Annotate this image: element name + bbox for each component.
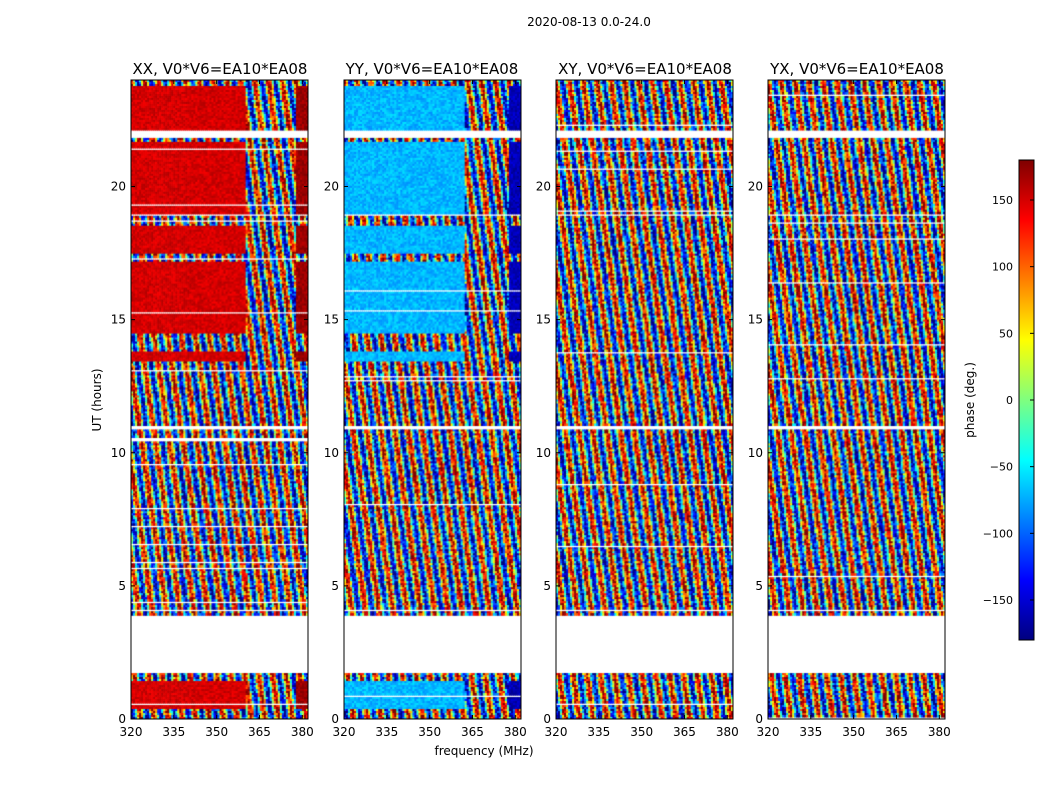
x-tick-label-yx-3: 365 bbox=[885, 725, 908, 739]
x-tick-label-yx-4: 380 bbox=[928, 725, 951, 739]
heatmap-layer bbox=[131, 80, 945, 719]
panel-frame-yy bbox=[343, 79, 522, 720]
panel-frame-xy bbox=[555, 79, 734, 720]
colorbar-tick-label-5: 100 bbox=[992, 261, 1013, 274]
x-tick-label-xx-3: 365 bbox=[248, 725, 271, 739]
y-tick-label-xx-3: 15 bbox=[111, 313, 126, 327]
x-tick-label-xx-0: 320 bbox=[120, 725, 143, 739]
x-tick-label-yx-0: 320 bbox=[757, 725, 780, 739]
y-tick-label-xx-0: 0 bbox=[118, 712, 126, 726]
axes-layer: 320 335 350 365 380 0 5 10 15 20 320 335 350 365 380 0 5… bbox=[111, 79, 951, 739]
colorbar: −150 −100 −50 0 50 100 150 phase (deg.) bbox=[963, 159, 1035, 641]
colorbar-tick-label-1: −100 bbox=[983, 527, 1013, 540]
y-tick-label-xx-1: 5 bbox=[118, 579, 126, 593]
x-tick-label-yy-4: 380 bbox=[504, 725, 527, 739]
y-tick-label-yx-0: 0 bbox=[755, 712, 763, 726]
colorbar-tick-label-6: 150 bbox=[992, 194, 1013, 207]
colorbar-tick-label-3: 0 bbox=[1006, 394, 1013, 407]
colorbar-tick-label-0: −150 bbox=[983, 594, 1013, 607]
colorbar-label: phase (deg.) bbox=[963, 362, 977, 438]
x-tick-label-xy-0: 320 bbox=[545, 725, 568, 739]
x-tick-label-yy-2: 350 bbox=[418, 725, 441, 739]
y-tick-label-xx-4: 20 bbox=[111, 180, 126, 194]
x-tick-label-yy-0: 320 bbox=[333, 725, 356, 739]
panel-title-yx: YX, V0*V6=EA10*EA08 bbox=[769, 60, 944, 78]
figure-title: 2020-08-13 0.0-24.0 bbox=[527, 15, 651, 29]
heatmap-xy bbox=[556, 80, 733, 719]
y-tick-label-yx-2: 10 bbox=[748, 446, 763, 460]
colorbar-ticks: −150 −100 −50 0 50 100 150 bbox=[983, 194, 1034, 607]
x-tick-label-xy-4: 380 bbox=[716, 725, 739, 739]
panel-frame-yx bbox=[767, 79, 946, 720]
heatmap-yx bbox=[768, 80, 945, 719]
panel-xy: XY, V0*V6=EA10*EA08 bbox=[558, 60, 732, 78]
y-tick-label-xy-1: 5 bbox=[543, 579, 551, 593]
panel-xx: XX, V0*V6=EA10*EA08 bbox=[133, 60, 308, 78]
y-tick-label-xx-2: 10 bbox=[111, 446, 126, 460]
x-axis-label: frequency (MHz) bbox=[434, 744, 533, 758]
x-tick-label-xx-2: 350 bbox=[205, 725, 228, 739]
panel-title-xx: XX, V0*V6=EA10*EA08 bbox=[133, 60, 308, 78]
y-tick-label-yx-4: 20 bbox=[748, 180, 763, 194]
y-tick-label-yy-1: 5 bbox=[331, 579, 339, 593]
x-tick-label-xx-4: 380 bbox=[291, 725, 314, 739]
panel-title-yy: YY, V0*V6=EA10*EA08 bbox=[345, 60, 519, 78]
y-tick-label-xy-3: 15 bbox=[536, 313, 551, 327]
panel-title-xy: XY, V0*V6=EA10*EA08 bbox=[558, 60, 732, 78]
x-tick-label-yy-3: 365 bbox=[461, 725, 484, 739]
y-tick-label-yy-0: 0 bbox=[331, 712, 339, 726]
y-tick-label-yx-3: 15 bbox=[748, 313, 763, 327]
panel-yx: YX, V0*V6=EA10*EA08 bbox=[769, 60, 944, 78]
x-tick-label-yy-1: 335 bbox=[375, 725, 398, 739]
y-axis-label: UT (hours) bbox=[90, 368, 104, 431]
y-tick-label-xy-0: 0 bbox=[543, 712, 551, 726]
y-tick-label-yy-3: 15 bbox=[324, 313, 339, 327]
y-tick-label-xy-4: 20 bbox=[536, 180, 551, 194]
y-tick-label-xy-2: 10 bbox=[536, 446, 551, 460]
x-tick-label-xx-1: 335 bbox=[162, 725, 185, 739]
y-tick-label-yx-1: 5 bbox=[755, 579, 763, 593]
heatmap-yy bbox=[344, 80, 521, 719]
panel-yy: YY, V0*V6=EA10*EA08 bbox=[345, 60, 519, 78]
colorbar-tick-label-2: −50 bbox=[990, 461, 1013, 474]
colorbar-tick-label-4: 50 bbox=[999, 327, 1013, 340]
panel-frame-xx bbox=[130, 79, 309, 720]
y-tick-label-yy-4: 20 bbox=[324, 180, 339, 194]
x-tick-label-yx-1: 335 bbox=[799, 725, 822, 739]
x-tick-label-xy-1: 335 bbox=[587, 725, 610, 739]
y-tick-label-yy-2: 10 bbox=[324, 446, 339, 460]
x-tick-label-xy-2: 350 bbox=[630, 725, 653, 739]
heatmap-xx bbox=[131, 80, 308, 719]
x-tick-label-xy-3: 365 bbox=[673, 725, 696, 739]
x-tick-label-yx-2: 350 bbox=[842, 725, 865, 739]
